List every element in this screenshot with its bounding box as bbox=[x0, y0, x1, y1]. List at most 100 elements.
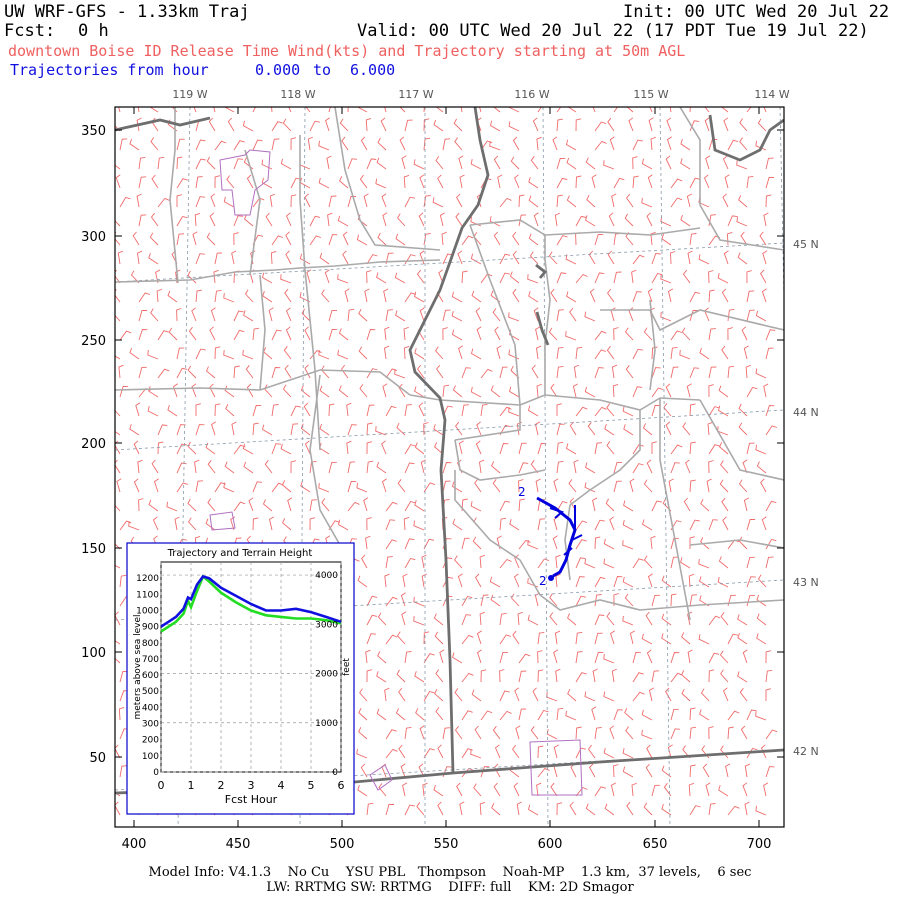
wind-barb bbox=[233, 232, 239, 246]
wind-barb bbox=[284, 364, 292, 379]
wind-barb bbox=[613, 232, 621, 246]
wind-barb bbox=[660, 311, 672, 322]
wind-barb bbox=[585, 462, 596, 474]
inset-y-left-tick-label: 400 bbox=[142, 703, 159, 713]
wind-barb bbox=[687, 611, 693, 626]
wind-barb bbox=[327, 212, 333, 227]
wind-barb bbox=[720, 460, 729, 474]
wind-barb bbox=[252, 107, 257, 113]
wind-barb bbox=[243, 461, 254, 474]
inset-frame bbox=[126, 542, 355, 815]
wind-barb bbox=[742, 459, 748, 474]
wind-barb bbox=[651, 367, 661, 379]
wind-barb bbox=[214, 252, 223, 265]
wind-barb bbox=[402, 573, 408, 588]
wind-barb bbox=[395, 310, 406, 322]
wind-barb bbox=[461, 614, 471, 626]
wind-barb bbox=[573, 459, 579, 474]
wind-barb bbox=[717, 577, 729, 588]
wind-barb bbox=[575, 786, 588, 797]
wind-barb bbox=[384, 687, 390, 702]
wind-barb bbox=[115, 744, 121, 759]
wind-barb bbox=[342, 250, 349, 265]
wind-barb bbox=[763, 782, 769, 797]
wind-barb bbox=[530, 460, 539, 474]
wind-barb bbox=[594, 349, 607, 360]
inset-x-tick-label: 2 bbox=[218, 779, 225, 792]
wind-barb bbox=[337, 349, 349, 360]
wind-barb bbox=[137, 250, 143, 265]
wind-barb bbox=[119, 138, 128, 151]
wind-barb bbox=[665, 155, 672, 170]
wind-barb bbox=[603, 748, 615, 759]
wind-barb bbox=[613, 327, 619, 341]
wind-barb bbox=[328, 403, 335, 417]
wind-barb bbox=[342, 231, 349, 246]
wind-barb bbox=[193, 107, 197, 113]
wind-barb bbox=[304, 440, 311, 455]
wind-barb bbox=[115, 232, 121, 246]
wind-barb bbox=[594, 632, 603, 645]
wind-barb bbox=[746, 556, 755, 569]
wind-barb bbox=[518, 194, 525, 208]
wind-barb bbox=[309, 350, 322, 360]
wind-barb bbox=[706, 478, 712, 493]
wind-barb bbox=[209, 212, 216, 227]
wind-barb bbox=[318, 140, 330, 151]
wind-barb bbox=[708, 460, 714, 474]
wind-barb bbox=[195, 158, 206, 170]
wind-barb bbox=[358, 308, 368, 322]
wind-barb bbox=[415, 708, 425, 721]
wind-barb bbox=[666, 136, 672, 151]
wind-barb bbox=[727, 710, 740, 721]
wind-barb bbox=[687, 250, 693, 265]
wind-barb bbox=[301, 308, 311, 322]
wind-barb bbox=[404, 804, 415, 816]
wind-barb bbox=[419, 250, 425, 265]
wind-barb bbox=[720, 612, 729, 626]
wind-barb bbox=[651, 272, 663, 284]
wind-barb bbox=[287, 497, 293, 512]
wind-barb bbox=[461, 710, 473, 721]
wind-barb bbox=[746, 594, 755, 607]
wind-barb bbox=[689, 479, 696, 493]
wind-barb bbox=[707, 421, 713, 436]
wind-barb bbox=[727, 327, 733, 341]
wind-barb bbox=[682, 422, 691, 436]
wind-barb bbox=[282, 518, 292, 531]
inset-series-blue bbox=[160, 575, 342, 628]
inset-x-tick-label: 5 bbox=[308, 779, 315, 792]
wind-barb bbox=[670, 366, 679, 379]
wind-barb bbox=[394, 369, 406, 379]
wind-barb bbox=[231, 250, 237, 265]
wind-barb bbox=[591, 174, 597, 189]
wind-barb bbox=[651, 346, 658, 360]
wind-barb bbox=[226, 175, 235, 189]
wind-barb bbox=[347, 107, 349, 113]
inset-y-left-tick-label: 1100 bbox=[136, 590, 159, 600]
wind-barb bbox=[115, 564, 121, 569]
wind-barb bbox=[670, 537, 679, 550]
wind-barb bbox=[471, 689, 482, 702]
wind-barb bbox=[512, 250, 520, 265]
inset-y-left-tick-label: 1000 bbox=[136, 606, 159, 616]
wind-barb bbox=[594, 536, 601, 550]
wind-barb bbox=[157, 330, 169, 341]
wind-barb bbox=[385, 309, 393, 322]
wind-barb bbox=[755, 805, 767, 816]
wind-barb bbox=[718, 785, 729, 797]
wind-barb bbox=[651, 500, 662, 512]
y-tick-label: 200 bbox=[81, 437, 106, 452]
wind-barb bbox=[176, 308, 182, 322]
wind-barb bbox=[546, 729, 558, 740]
wind-barb bbox=[739, 118, 748, 132]
wind-barb bbox=[708, 384, 714, 398]
wind-barb bbox=[356, 748, 368, 759]
wind-barb bbox=[456, 193, 463, 208]
longitude-label: 116 W bbox=[514, 88, 549, 101]
wind-barb bbox=[461, 235, 474, 246]
wind-barb bbox=[442, 309, 451, 322]
wind-barb bbox=[476, 421, 482, 436]
wind-barb bbox=[347, 461, 356, 474]
wind-barb bbox=[592, 668, 598, 683]
